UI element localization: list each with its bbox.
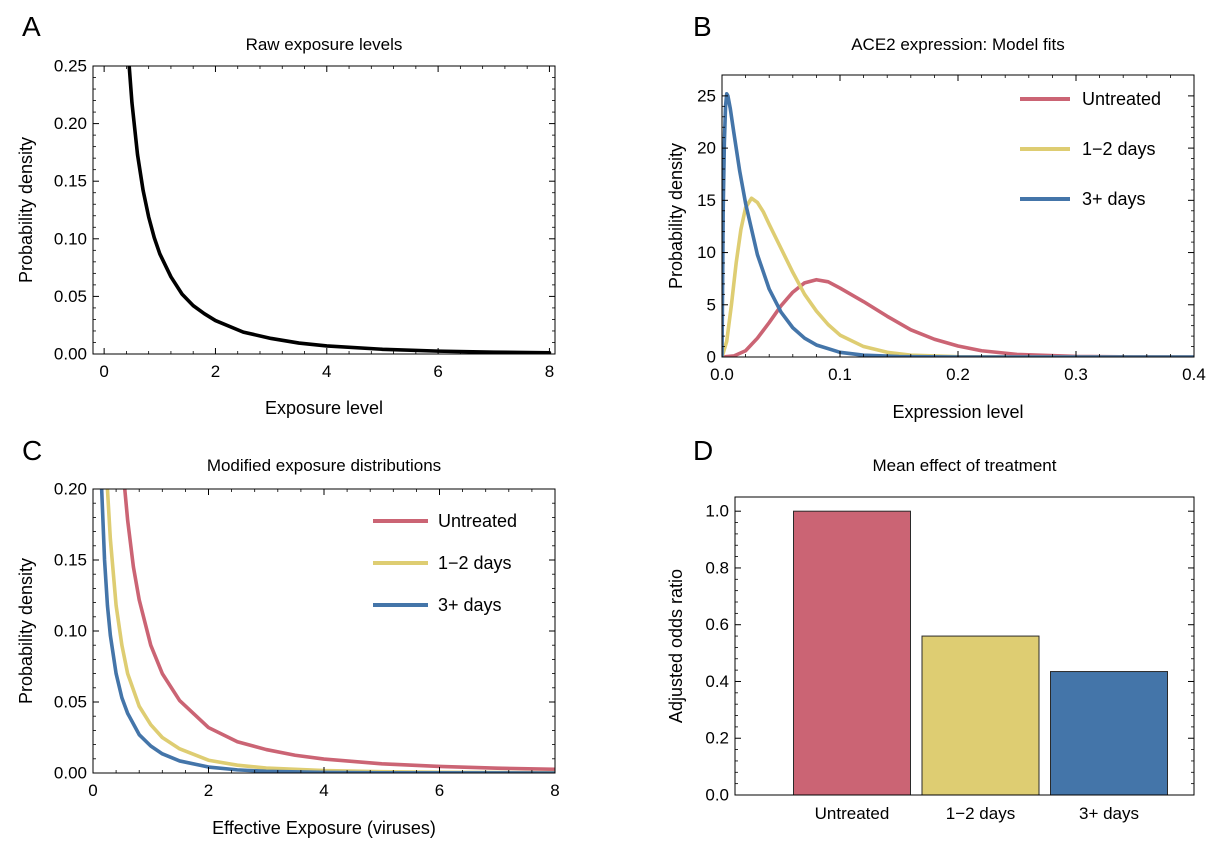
panel-d-panel-letter: D bbox=[693, 435, 713, 466]
panel-c-chart-title: Modified exposure distributions bbox=[207, 456, 441, 475]
panel-b-legend-label: Untreated bbox=[1082, 89, 1161, 109]
panel-b-y-tick-label: 20 bbox=[697, 139, 716, 158]
panel-b-x-tick-label: 0.2 bbox=[946, 365, 970, 384]
panel-a-y-axis-label: Probability density bbox=[16, 137, 36, 283]
panel-d-plot-frame bbox=[734, 496, 1195, 796]
panel-a-y-tick-label: 0.00 bbox=[54, 345, 87, 364]
panel-b-legend-label: 3+ days bbox=[1082, 189, 1146, 209]
panel-c-x-axis-label: Effective Exposure (viruses) bbox=[212, 818, 436, 838]
panel-c-x-tick-label: 4 bbox=[319, 781, 328, 800]
panel-b-series-line-3-days bbox=[722, 92, 1194, 357]
panel-d-x-tick-label: 3+ days bbox=[1079, 804, 1139, 823]
panel-a-chart-title: Raw exposure levels bbox=[246, 35, 403, 54]
panel-a-y-tick-label: 0.20 bbox=[54, 114, 87, 133]
panel-a-y-tick-label: 0.15 bbox=[54, 172, 87, 191]
panel-c-y-tick-label: 0.15 bbox=[54, 551, 87, 570]
panel-b-series-line-untreated bbox=[722, 277, 1194, 357]
panel-b-chart-title: ACE2 expression: Model fits bbox=[851, 35, 1065, 54]
panel-a-plot-frame bbox=[92, 65, 556, 355]
panel-b-x-axis-label: Expression level bbox=[892, 402, 1023, 422]
panel-b-x-tick-label: 0.3 bbox=[1064, 365, 1088, 384]
panel-b-legend-label: 1−2 days bbox=[1082, 139, 1156, 159]
panel-c-x-tick-label: 6 bbox=[435, 781, 444, 800]
panel-c-panel-letter: C bbox=[22, 435, 42, 466]
panel-d-chart-title: Mean effect of treatment bbox=[873, 456, 1057, 475]
panel-b-x-tick-label: 0.1 bbox=[828, 365, 852, 384]
panel-c: C Modified exposure distributions Effectiv… bbox=[16, 435, 560, 838]
panel-b: B ACE2 expression: Model fits Expression l… bbox=[666, 11, 1206, 422]
panel-a-x-tick-label: 6 bbox=[433, 362, 442, 381]
panel-c-legend-label: 3+ days bbox=[438, 595, 502, 615]
panel-b-legend: Untreated 1−2 days 3+ days bbox=[1020, 89, 1161, 209]
panel-d-y-axis-label: Adjusted odds ratio bbox=[666, 569, 686, 723]
panel-b-panel-letter: B bbox=[693, 11, 712, 42]
panel-b-y-tick-label: 15 bbox=[697, 191, 716, 210]
panel-a-x-tick-label: 4 bbox=[322, 362, 331, 381]
panel-d-y-tick-label: 0.4 bbox=[705, 672, 729, 691]
panel-a-x-tick-label: 8 bbox=[545, 362, 554, 381]
panel-b-x-tick-label: 0.0 bbox=[710, 365, 734, 384]
panel-c-y-tick-label: 0.10 bbox=[54, 622, 87, 641]
panel-b-y-tick-label: 25 bbox=[697, 86, 716, 105]
panel-c-legend-label: Untreated bbox=[438, 511, 517, 531]
panel-a-y-tick-label: 0.10 bbox=[54, 229, 87, 248]
panel-d-x-tick-label: Untreated bbox=[815, 804, 890, 823]
panel-c-x-tick-label: 2 bbox=[204, 781, 213, 800]
panel-c-x-tick-label: 8 bbox=[550, 781, 559, 800]
panel-a-series-line-0 bbox=[127, 66, 552, 354]
panel-d-bar bbox=[921, 635, 1040, 796]
panel-b-y-axis-label: Probability density bbox=[666, 143, 686, 289]
panel-c-series-line-1-2-days bbox=[105, 489, 555, 773]
panel-c-series-line-untreated bbox=[122, 489, 555, 772]
panel-a: A Raw exposure levels Exposure level Probab… bbox=[16, 11, 556, 418]
panel-c-y-axis-label: Probability density bbox=[16, 558, 36, 704]
panel-b-y-tick-label: 0 bbox=[707, 348, 716, 367]
panel-d-y-tick-label: 1.0 bbox=[705, 502, 729, 521]
panel-b-x-tick-label: 0.4 bbox=[1182, 365, 1206, 384]
panel-d-y-tick-label: 0.6 bbox=[705, 615, 729, 634]
panel-a-x-tick-label: 2 bbox=[211, 362, 220, 381]
panel-d: D Mean effect of treatment Adjusted odds r… bbox=[666, 435, 1195, 823]
panel-b-y-tick-label: 5 bbox=[707, 295, 716, 314]
panel-a-x-tick-label: 0 bbox=[99, 362, 108, 381]
panel-c-plot-frame bbox=[92, 488, 556, 774]
panel-c-legend: Untreated 1−2 days 3+ days bbox=[373, 511, 517, 615]
panel-b-y-tick-label: 10 bbox=[697, 243, 716, 262]
panel-d-bar bbox=[793, 510, 911, 796]
panel-a-y-tick-label: 0.25 bbox=[54, 57, 87, 76]
panel-d-x-tick-label: 1−2 days bbox=[946, 804, 1015, 823]
panel-b-series-line-1-2-days bbox=[722, 196, 1194, 357]
panel-c-y-tick-label: 0.05 bbox=[54, 693, 87, 712]
panel-c-series-line-3-days bbox=[99, 489, 555, 773]
panel-d-bar bbox=[1050, 671, 1168, 796]
panel-d-y-tick-label: 0.0 bbox=[705, 786, 729, 805]
panel-c-y-tick-label: 0.00 bbox=[54, 764, 87, 783]
panel-c-x-tick-label: 0 bbox=[88, 781, 97, 800]
panel-d-y-tick-label: 0.8 bbox=[705, 558, 729, 577]
panel-c-legend-label: 1−2 days bbox=[438, 553, 512, 573]
panel-d-y-tick-label: 0.2 bbox=[705, 729, 729, 748]
panel-c-y-tick-label: 0.20 bbox=[54, 480, 87, 499]
panel-b-plot-frame bbox=[721, 74, 1195, 358]
panel-a-panel-letter: A bbox=[22, 11, 41, 42]
panel-a-x-axis-label: Exposure level bbox=[265, 398, 383, 418]
panel-a-y-tick-label: 0.05 bbox=[54, 287, 87, 306]
